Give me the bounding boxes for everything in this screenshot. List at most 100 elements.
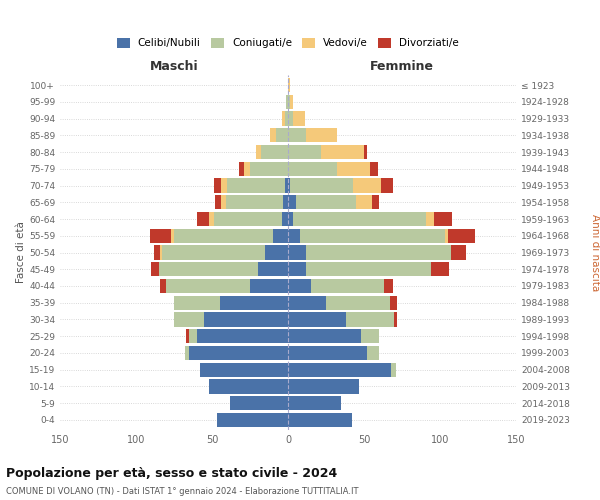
Bar bbox=[394, 312, 397, 326]
Bar bbox=[257, 262, 288, 276]
Bar bbox=[166, 279, 250, 293]
Bar bbox=[285, 178, 288, 192]
Bar bbox=[250, 162, 288, 176]
Bar bbox=[162, 246, 265, 260]
Bar bbox=[322, 145, 364, 159]
Bar bbox=[288, 178, 290, 192]
Bar bbox=[288, 94, 290, 109]
Bar bbox=[346, 312, 394, 326]
Bar bbox=[186, 329, 189, 344]
Bar bbox=[391, 362, 396, 377]
Bar bbox=[197, 329, 288, 344]
Bar bbox=[370, 162, 377, 176]
Bar bbox=[227, 178, 285, 192]
Bar bbox=[367, 346, 379, 360]
Bar bbox=[448, 228, 475, 243]
Bar bbox=[159, 262, 257, 276]
Bar bbox=[174, 312, 205, 326]
Bar bbox=[371, 195, 379, 210]
Bar bbox=[311, 279, 384, 293]
Bar bbox=[300, 228, 445, 243]
Text: COMUNE DI VOLANO (TN) - Dati ISTAT 1° gennaio 2024 - Elaborazione TUTTITALIA.IT: COMUNE DI VOLANO (TN) - Dati ISTAT 1° ge… bbox=[6, 488, 359, 496]
Bar bbox=[171, 228, 174, 243]
Bar bbox=[270, 128, 276, 142]
Bar bbox=[290, 94, 293, 109]
Bar bbox=[220, 296, 288, 310]
Bar bbox=[282, 212, 288, 226]
Bar bbox=[160, 246, 162, 260]
Bar bbox=[288, 78, 290, 92]
Bar bbox=[174, 296, 220, 310]
Bar bbox=[209, 380, 288, 394]
Bar bbox=[288, 212, 293, 226]
Bar bbox=[197, 212, 209, 226]
Bar bbox=[214, 212, 282, 226]
Bar bbox=[293, 212, 427, 226]
Bar bbox=[288, 346, 367, 360]
Bar bbox=[390, 296, 397, 310]
Bar bbox=[214, 178, 221, 192]
Bar bbox=[288, 362, 391, 377]
Bar bbox=[431, 262, 449, 276]
Bar bbox=[306, 262, 431, 276]
Bar bbox=[288, 413, 352, 427]
Bar bbox=[209, 212, 214, 226]
Bar bbox=[239, 162, 244, 176]
Bar bbox=[288, 312, 346, 326]
Bar bbox=[149, 228, 171, 243]
Bar bbox=[185, 346, 189, 360]
Bar bbox=[288, 296, 326, 310]
Bar bbox=[221, 178, 227, 192]
Bar bbox=[288, 112, 293, 126]
Bar bbox=[276, 128, 288, 142]
Bar bbox=[288, 329, 361, 344]
Bar bbox=[337, 162, 370, 176]
Bar bbox=[353, 178, 381, 192]
Bar bbox=[361, 329, 379, 344]
Bar bbox=[306, 246, 451, 260]
Bar bbox=[384, 279, 393, 293]
Bar bbox=[285, 112, 288, 126]
Bar bbox=[250, 279, 288, 293]
Bar bbox=[296, 195, 356, 210]
Bar bbox=[244, 162, 250, 176]
Bar bbox=[356, 195, 371, 210]
Bar bbox=[189, 346, 288, 360]
Legend: Celibi/Nubili, Coniugati/e, Vedovi/e, Divorziati/e: Celibi/Nubili, Coniugati/e, Vedovi/e, Di… bbox=[113, 34, 463, 52]
Bar bbox=[151, 262, 159, 276]
Bar bbox=[256, 145, 260, 159]
Bar bbox=[445, 228, 448, 243]
Bar bbox=[381, 178, 393, 192]
Bar bbox=[306, 128, 337, 142]
Y-axis label: Fasce di età: Fasce di età bbox=[16, 222, 26, 284]
Bar bbox=[364, 145, 367, 159]
Bar bbox=[427, 212, 434, 226]
Bar bbox=[288, 380, 359, 394]
Bar bbox=[288, 162, 337, 176]
Bar bbox=[288, 396, 341, 410]
Bar bbox=[154, 246, 160, 260]
Bar bbox=[189, 329, 197, 344]
Bar bbox=[174, 228, 273, 243]
Bar bbox=[273, 228, 288, 243]
Bar bbox=[288, 145, 322, 159]
Bar bbox=[283, 195, 288, 210]
Bar bbox=[434, 212, 452, 226]
Bar bbox=[288, 128, 306, 142]
Bar bbox=[221, 195, 226, 210]
Bar bbox=[286, 94, 288, 109]
Bar bbox=[326, 296, 390, 310]
Bar bbox=[288, 195, 296, 210]
Bar bbox=[215, 195, 221, 210]
Bar bbox=[288, 228, 300, 243]
Text: Femmine: Femmine bbox=[370, 60, 434, 74]
Bar bbox=[200, 362, 288, 377]
Bar bbox=[217, 413, 288, 427]
Y-axis label: Anni di nascita: Anni di nascita bbox=[590, 214, 599, 291]
Bar bbox=[288, 246, 306, 260]
Bar bbox=[160, 279, 166, 293]
Bar bbox=[290, 178, 353, 192]
Bar bbox=[230, 396, 288, 410]
Bar bbox=[288, 279, 311, 293]
Bar bbox=[288, 262, 306, 276]
